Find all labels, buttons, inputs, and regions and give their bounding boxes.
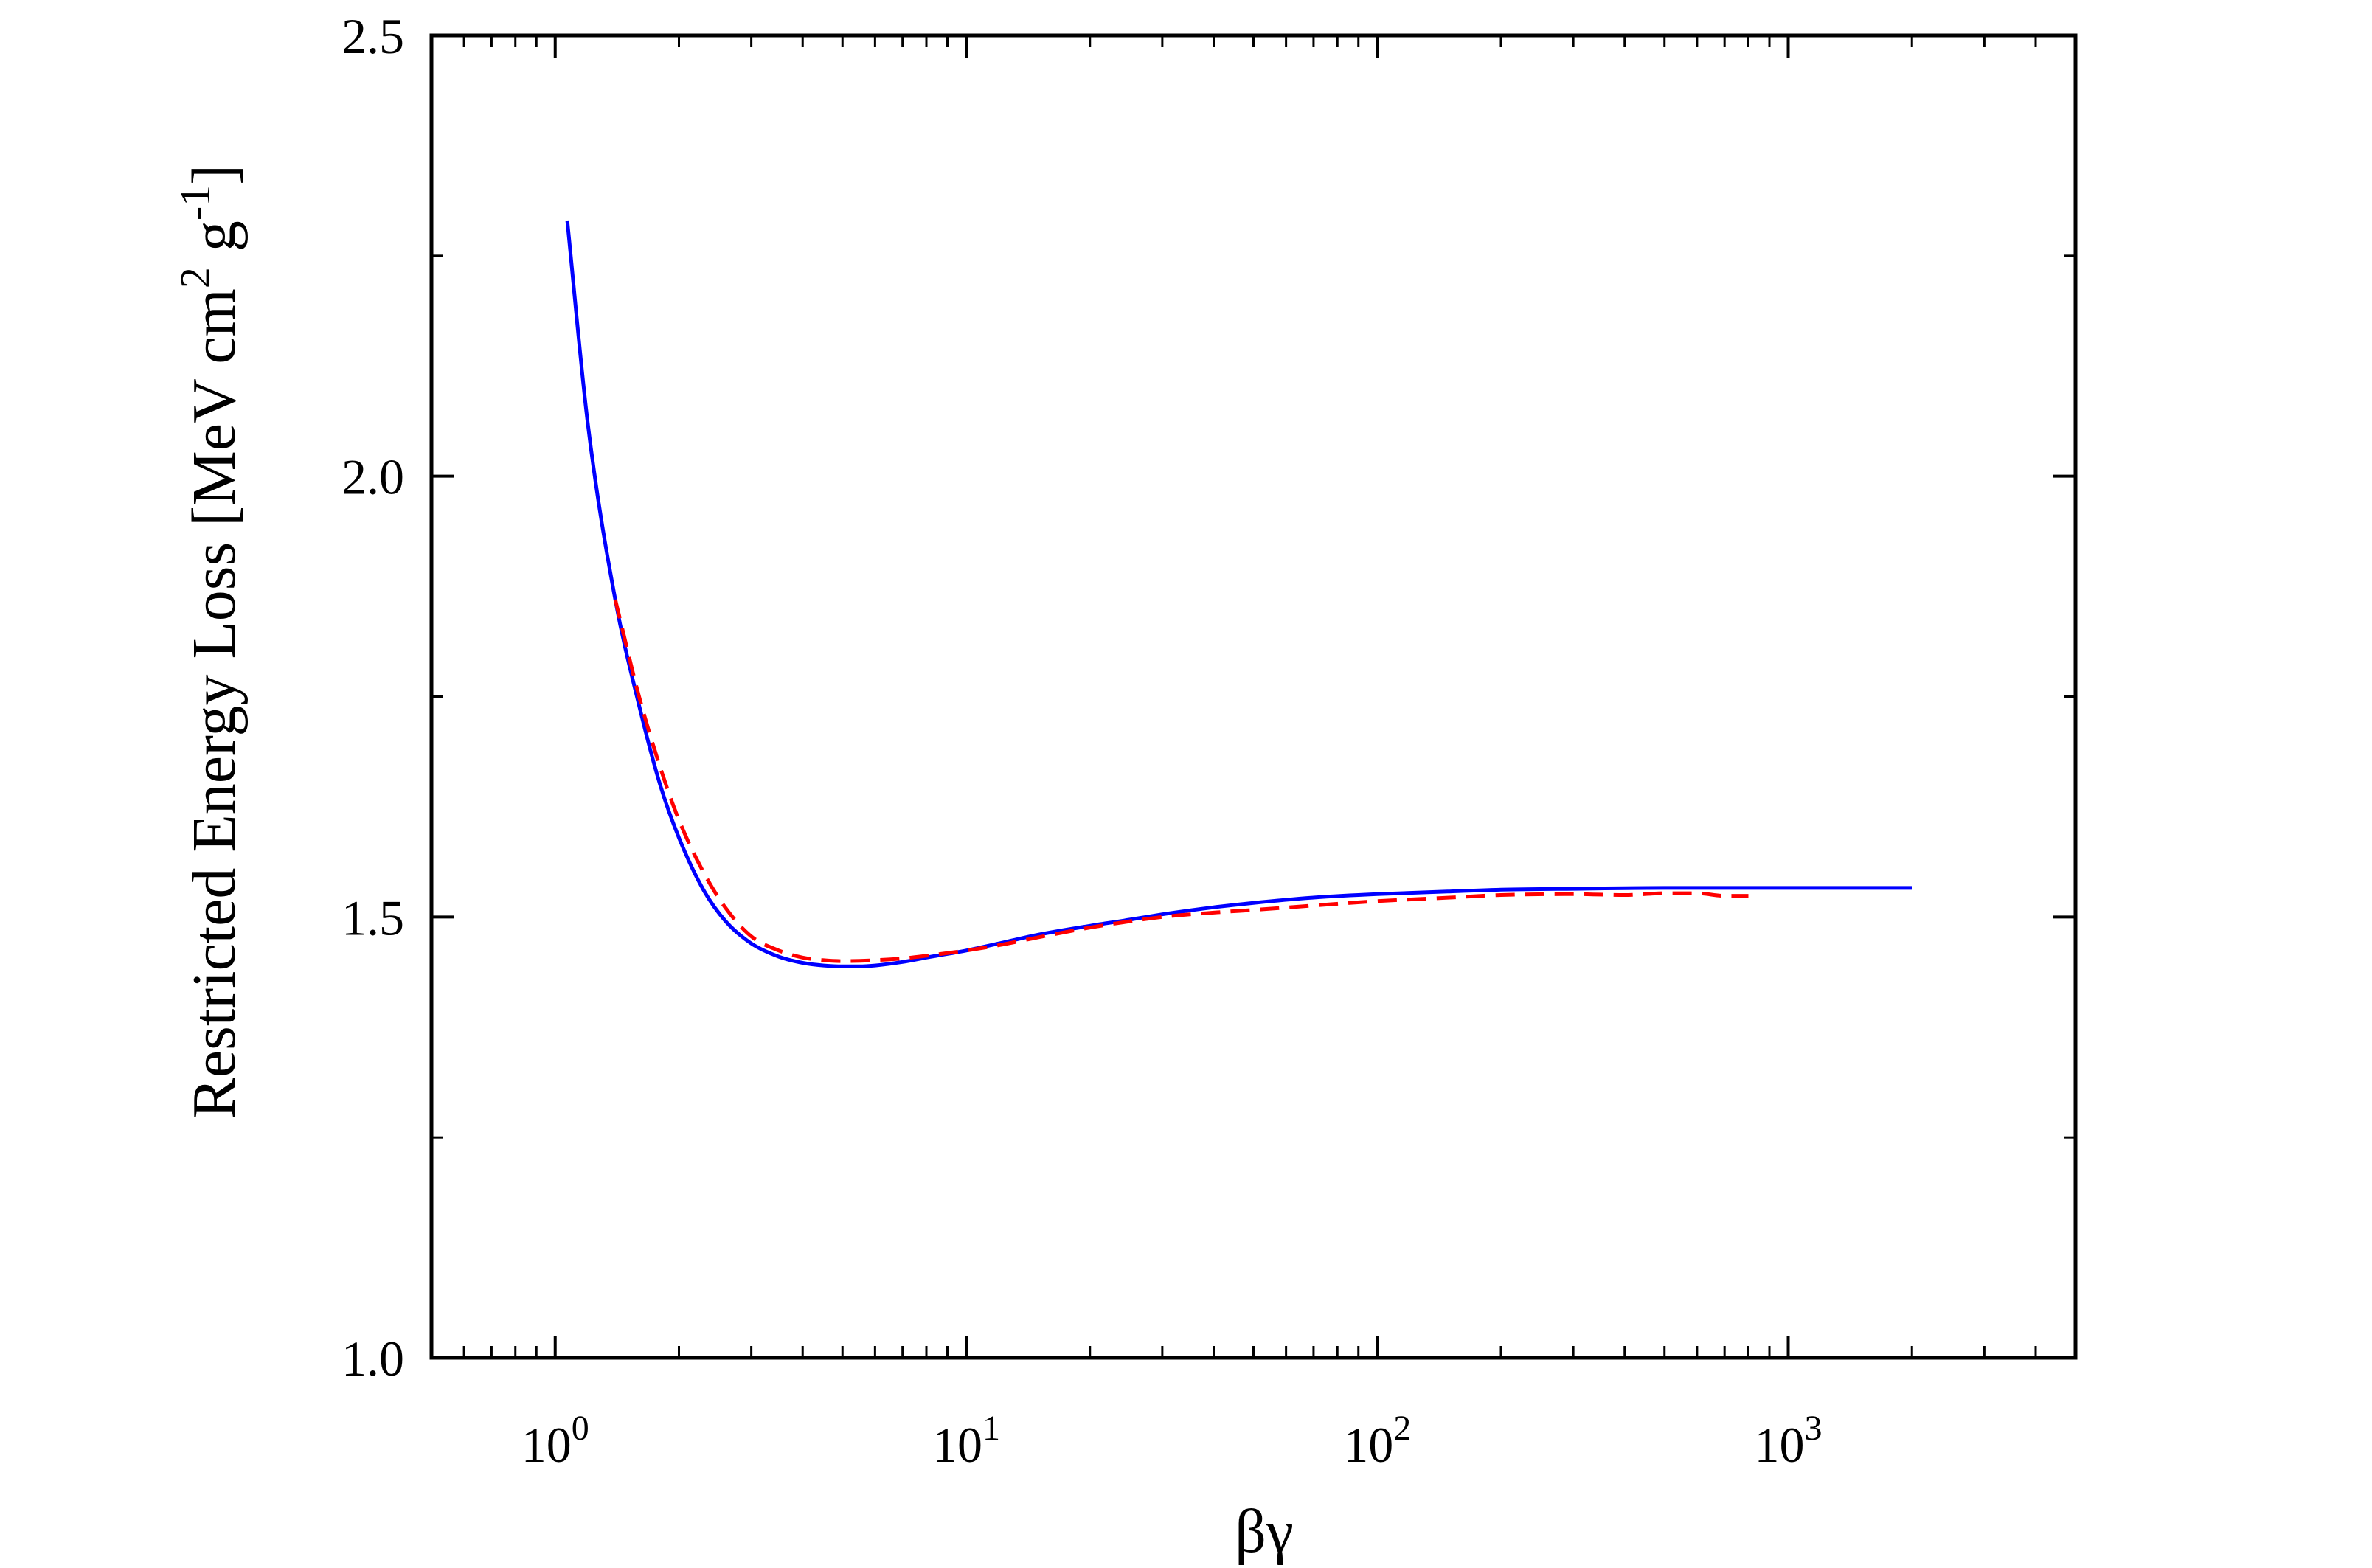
x-tick-label-exponent: 2 <box>1393 1409 1411 1448</box>
y-axis-label-mid: g <box>180 221 249 267</box>
x-axis-label: βγ <box>1235 1497 1294 1566</box>
solid-blue-series-line-0 <box>565 220 1912 968</box>
x-tick-label-2: 102 <box>1343 1409 1411 1473</box>
x-tick-label-base: 10 <box>932 1417 982 1473</box>
x-tick-label-0: 100 <box>521 1409 589 1473</box>
axis-ticks <box>430 34 2077 1359</box>
plot-frame <box>429 33 2078 1360</box>
x-tick-label-exponent: 3 <box>1804 1409 1822 1448</box>
y-tick-label-3: 2.5 <box>341 8 404 64</box>
y-tick-label-2: 2.0 <box>341 449 404 505</box>
x-tick-label-exponent: 1 <box>982 1409 1000 1448</box>
x-tick-label-3: 103 <box>1754 1409 1822 1473</box>
y-axis-label-sup-1: 2 <box>171 267 219 288</box>
y-axis-label: Restricted Energy Loss [MeV cm2 g-1] <box>171 164 249 1119</box>
x-tick-label-base: 10 <box>521 1417 572 1473</box>
x-tick-label-base: 10 <box>1343 1417 1393 1473</box>
y-axis-label-end: ] <box>180 164 249 185</box>
y-tick-label-1: 1.5 <box>341 889 404 946</box>
y-tick-label-0: 1.0 <box>341 1331 404 1387</box>
x-tick-label-1: 101 <box>932 1409 1000 1473</box>
dashed-red-series-line-1 <box>613 599 1749 963</box>
data-series <box>565 220 1912 968</box>
x-tick-label-base: 10 <box>1754 1417 1804 1473</box>
y-axis-label-main: Restricted Energy Loss [MeV cm <box>180 288 249 1119</box>
x-tick-label-exponent: 0 <box>572 1409 589 1448</box>
plot-frame-rect <box>429 33 2078 1360</box>
y-axis-label-sup-2: -1 <box>171 185 219 221</box>
